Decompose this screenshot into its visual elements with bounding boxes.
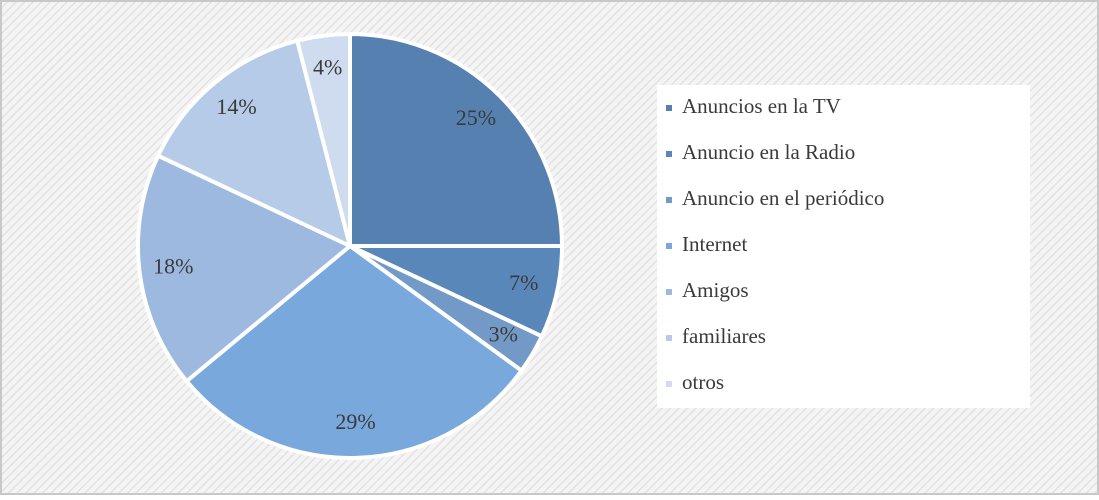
- legend-label: Amigos: [682, 278, 749, 302]
- legend-label: otros: [682, 370, 724, 394]
- pie-slice: [348, 31, 565, 248]
- pie-slice: [136, 153, 354, 384]
- legend-label: Anuncio en la Radio: [682, 140, 855, 164]
- legend-marker: [666, 151, 672, 157]
- legend-label: Internet: [682, 232, 747, 256]
- data-label: 7%: [509, 270, 538, 295]
- data-label: 29%: [335, 409, 375, 434]
- legend: Anuncios en la TV Anuncio en la Radio Anun…: [666, 94, 884, 394]
- data-label: 3%: [489, 322, 518, 347]
- data-label: 18%: [153, 253, 193, 278]
- pie-slice: [155, 38, 353, 250]
- data-label: 4%: [313, 54, 342, 79]
- legend-box: [657, 85, 1030, 408]
- legend-marker: [666, 197, 672, 203]
- pie-slice: [183, 243, 525, 460]
- legend-marker: [666, 335, 672, 341]
- legend-marker: [666, 381, 672, 387]
- legend-marker: [666, 289, 672, 295]
- pie: 25% 7% 3% 29% 18% 14% 4%: [136, 31, 565, 460]
- data-label: 14%: [216, 94, 256, 119]
- legend-marker: [666, 243, 672, 249]
- legend-label: Anuncios en la TV: [682, 94, 841, 118]
- pie-slice: [294, 31, 352, 247]
- legend-marker: [666, 105, 672, 111]
- data-label: 25%: [456, 105, 496, 130]
- legend-label: familiares: [682, 324, 766, 348]
- legend-label: Anuncio en el periódico: [682, 186, 884, 210]
